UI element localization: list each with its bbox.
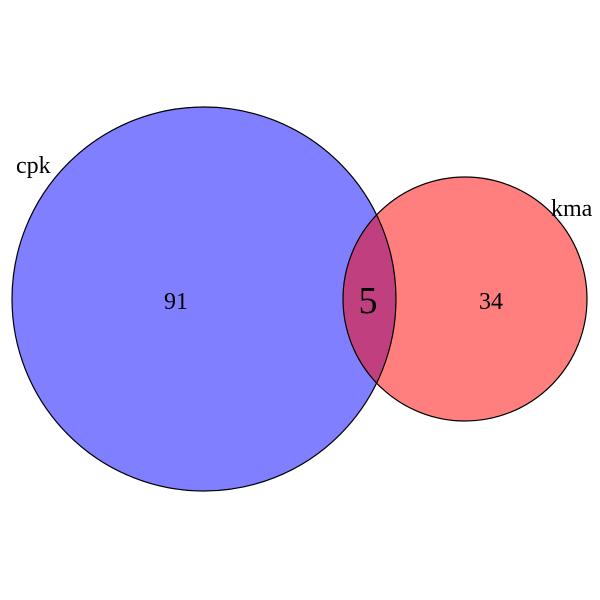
count-kma-only: 34 (479, 289, 503, 315)
set-circle-cpk (12, 107, 396, 491)
count-cpk-only: 91 (164, 289, 188, 315)
set-label-kma: kma (551, 196, 593, 222)
set-circle-kma (343, 177, 587, 421)
set-outline-kma (342, 176, 588, 422)
count-intersection: 5 (359, 280, 378, 322)
set-label-cpk: cpk (16, 153, 51, 179)
set-outline-cpk (11, 106, 397, 492)
